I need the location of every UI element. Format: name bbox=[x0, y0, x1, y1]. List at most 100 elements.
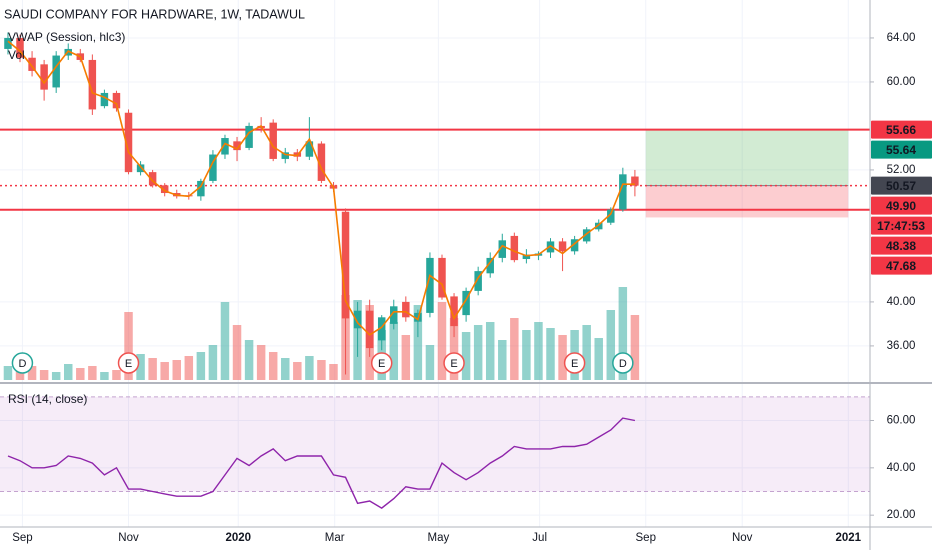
volume-bar bbox=[76, 368, 85, 380]
rsi-title: RSI (14, close) bbox=[8, 392, 87, 406]
volume-bar bbox=[136, 354, 145, 380]
volume-bar bbox=[606, 310, 616, 380]
volume-bar bbox=[449, 318, 459, 380]
volume-bar bbox=[522, 330, 531, 380]
price-label: 48.38 bbox=[886, 239, 916, 253]
event-marker bbox=[443, 352, 465, 374]
volume-bar bbox=[268, 352, 278, 380]
volume-bar bbox=[244, 340, 254, 380]
volume-bar bbox=[208, 345, 218, 380]
volume-bar bbox=[329, 364, 338, 380]
candle-body bbox=[4, 37, 12, 49]
x-tick-label: Nov bbox=[118, 532, 139, 544]
event-marker bbox=[612, 352, 634, 374]
candle-body bbox=[124, 112, 133, 173]
price-label-box bbox=[871, 176, 932, 195]
candle-body bbox=[148, 172, 157, 186]
event-label: E bbox=[571, 358, 578, 370]
volume-bar bbox=[413, 305, 423, 380]
event-label: D bbox=[18, 358, 26, 370]
candle-body bbox=[269, 122, 277, 159]
volume-bar bbox=[630, 315, 640, 380]
volume-bar bbox=[15, 368, 25, 380]
candle-body bbox=[209, 154, 217, 181]
volume-bar bbox=[317, 360, 326, 380]
candle-body bbox=[233, 141, 241, 151]
x-tick-label: 2021 bbox=[836, 532, 862, 544]
volume-bar bbox=[172, 360, 181, 380]
candle-body bbox=[52, 55, 60, 88]
volume-bar bbox=[64, 364, 73, 380]
price-label-box bbox=[871, 120, 932, 139]
candle-body bbox=[197, 180, 205, 197]
x-tick-label: May bbox=[428, 532, 450, 544]
x-tick-label: Sep bbox=[636, 532, 656, 544]
candle-body bbox=[426, 257, 434, 313]
candle-body bbox=[570, 239, 579, 252]
candle-body bbox=[390, 306, 398, 324]
candle-body bbox=[136, 164, 145, 173]
candle-body bbox=[100, 92, 109, 107]
volume-bar bbox=[485, 322, 495, 380]
volume-bar bbox=[51, 372, 61, 380]
y-tick-label: 36.00 bbox=[887, 340, 916, 352]
volume-bar bbox=[558, 335, 567, 380]
candle-body bbox=[462, 290, 470, 316]
y-tick-label: 60.00 bbox=[887, 415, 916, 427]
event-marker bbox=[11, 352, 34, 374]
y-tick-label: 60.00 bbox=[887, 76, 916, 88]
volume-bar bbox=[498, 340, 507, 380]
price-label-box bbox=[871, 196, 932, 215]
volume-bar bbox=[100, 372, 109, 380]
volume-legend: Vol bbox=[8, 48, 25, 62]
x-tick-label: Jul bbox=[532, 532, 547, 544]
candle-body bbox=[498, 240, 507, 258]
event-label: E bbox=[125, 358, 132, 370]
volume-bar bbox=[425, 345, 435, 380]
candle-body bbox=[28, 57, 36, 71]
vwap-line bbox=[7, 40, 635, 336]
candle-body bbox=[522, 254, 531, 260]
x-tick-label: 2020 bbox=[225, 532, 251, 544]
candle-body bbox=[619, 174, 627, 210]
event-label: E bbox=[378, 358, 385, 370]
volume-bar bbox=[618, 287, 628, 380]
candle-body bbox=[353, 310, 362, 329]
volume-bar bbox=[112, 370, 121, 380]
y-tick-label: 40.00 bbox=[887, 462, 916, 474]
candle-body bbox=[221, 138, 229, 155]
rsi-pane bbox=[0, 396, 870, 509]
price-label-box bbox=[871, 236, 932, 255]
event-label: D bbox=[619, 358, 627, 370]
price-label: 50.57 bbox=[886, 179, 916, 193]
candle-body bbox=[510, 235, 519, 261]
candle-body bbox=[450, 296, 458, 327]
price-label: 49.90 bbox=[886, 199, 916, 213]
grid bbox=[0, 0, 870, 527]
volume-bar bbox=[256, 345, 266, 380]
x-tick-label: Nov bbox=[732, 532, 753, 544]
price-label-box bbox=[871, 256, 932, 275]
candle-body bbox=[341, 211, 350, 319]
candle-body bbox=[365, 310, 374, 349]
candle-body bbox=[281, 152, 289, 159]
volume-bar bbox=[582, 325, 591, 380]
volume-bar bbox=[232, 325, 242, 380]
axes: Sep Nov 2020 Mar May Jul Sep Nov 2021 36.00 40.00 5… bbox=[12, 32, 932, 544]
y-tick-label: 64.00 bbox=[887, 32, 916, 44]
event-label: E bbox=[450, 358, 457, 370]
candle-body bbox=[582, 229, 591, 242]
candle-body bbox=[438, 257, 446, 298]
volume-bar bbox=[461, 332, 471, 380]
price-label: 55.64 bbox=[886, 143, 916, 157]
candle-body bbox=[160, 185, 169, 194]
volume-bar bbox=[196, 352, 206, 380]
rsi-band bbox=[0, 396, 870, 492]
price-label: 17:47:53 bbox=[877, 219, 925, 233]
volume-bar bbox=[389, 322, 399, 380]
volume-bar bbox=[148, 358, 157, 380]
x-tick-label: Sep bbox=[12, 532, 32, 544]
volume-bar bbox=[534, 322, 543, 380]
